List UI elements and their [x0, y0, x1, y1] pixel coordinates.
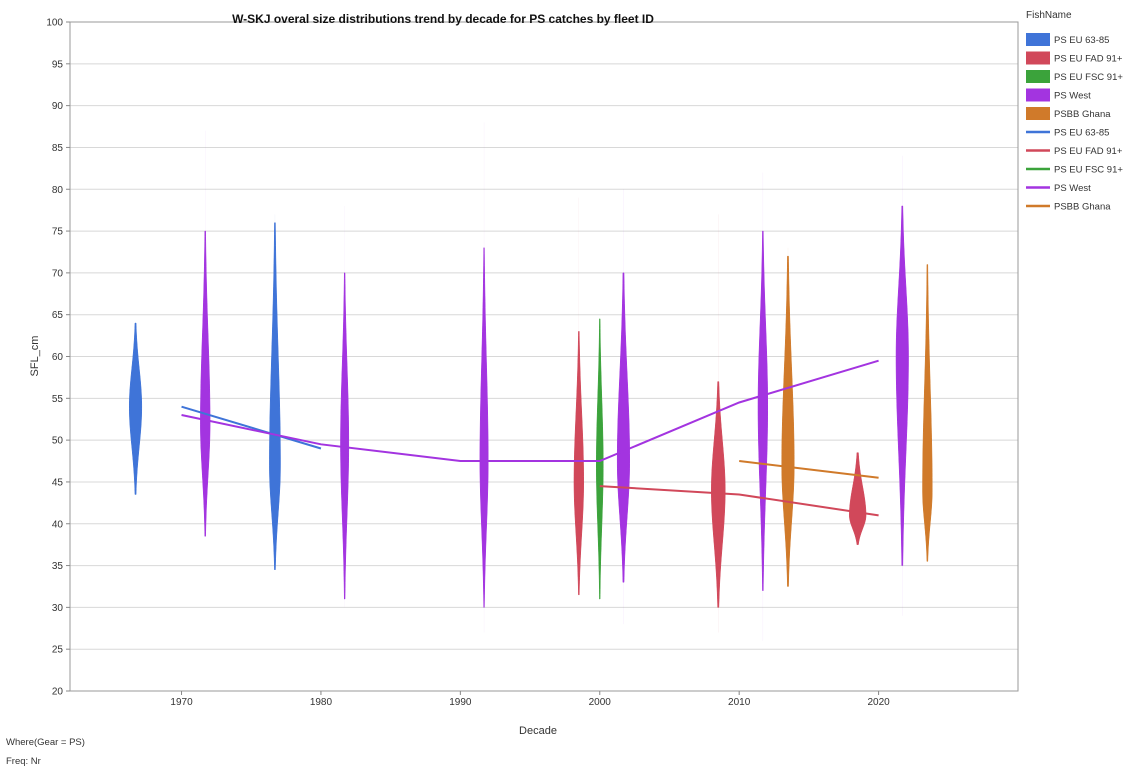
- y-tick-label: 85: [52, 143, 64, 154]
- legend-label: PS West: [1054, 91, 1091, 102]
- legend-label: PS EU FSC 91+: [1054, 72, 1123, 83]
- legend-label: PS EU FAD 91+: [1054, 146, 1123, 157]
- violin-ps-west: [895, 205, 909, 566]
- trend-line-ps-eu-fad-91-: [599, 485, 879, 517]
- y-tick-label: 80: [52, 185, 64, 196]
- x-tick-label: 2020: [867, 697, 890, 708]
- x-axis-label: Decade: [519, 725, 557, 737]
- legend-label: PSBB Ghana: [1054, 202, 1111, 213]
- y-tick-label: 95: [52, 59, 64, 70]
- violin-ps-west: [479, 247, 489, 608]
- footer-where: Where(Gear = PS): [6, 737, 85, 748]
- legend-label: PS West: [1054, 183, 1091, 194]
- y-axis-ticks: 20 25 30 35 40 45 50 55 60 65 70 75 80 85 90 95 100: [46, 18, 70, 698]
- x-tick-label: 1970: [170, 697, 193, 708]
- y-axis-label: SFL_cm: [29, 336, 41, 377]
- violin-ps-eu-fsc-91-: [596, 318, 604, 600]
- violin-ps-eu-fad-91-: [573, 331, 584, 596]
- x-axis-ticks: 1970 1980 1990 2000 2010 2020: [170, 691, 890, 708]
- y-tick-label: 20: [52, 687, 64, 698]
- violin-ps-west: [616, 272, 630, 583]
- legend-swatch-fill: [1026, 107, 1050, 120]
- x-tick-label: 1990: [449, 697, 472, 708]
- legend: FishName PS EU 63-85 PS EU FAD 91+ PS EU F…: [1026, 10, 1123, 213]
- y-tick-label: 65: [52, 310, 64, 321]
- trend-line-ps-west: [181, 359, 879, 463]
- violin-ps-west: [757, 230, 768, 591]
- violin-ps-west: [340, 272, 350, 600]
- y-tick-label: 60: [52, 352, 64, 363]
- y-tick-label: 30: [52, 603, 64, 614]
- y-tick-label: 35: [52, 561, 64, 572]
- legend-title: FishName: [1026, 10, 1072, 21]
- violin-ps-eu-63-85: [269, 222, 281, 570]
- legend-label: PS EU FSC 91+: [1054, 165, 1123, 176]
- legend-swatch-fill: [1026, 70, 1050, 83]
- violins-layer: [128, 122, 933, 641]
- legend-label: PS EU 63-85: [1054, 35, 1109, 46]
- legend-label: PS EU 63-85: [1054, 128, 1109, 139]
- x-tick-label: 2010: [728, 697, 751, 708]
- violin-psbb-ghana: [922, 264, 933, 562]
- legend-swatch-fill: [1026, 51, 1050, 65]
- y-tick-label: 90: [52, 101, 64, 112]
- legend-label: PSBB Ghana: [1054, 109, 1111, 120]
- y-tick-label: 45: [52, 477, 64, 488]
- legend-swatch-fill: [1026, 33, 1050, 46]
- x-tick-label: 1980: [310, 697, 333, 708]
- y-tick-label: 100: [46, 18, 63, 29]
- violin-ps-west: [200, 230, 211, 537]
- y-tick-label: 25: [52, 645, 64, 656]
- x-tick-label: 2000: [589, 697, 612, 708]
- y-tick-label: 70: [52, 268, 64, 279]
- violin-ps-eu-63-85: [128, 322, 143, 495]
- chart-title: W-SKJ overal size distributions trend by…: [232, 12, 654, 26]
- trend-line-psbb-ghana: [739, 460, 879, 479]
- y-tick-label: 75: [52, 227, 64, 238]
- violin-ps-eu-fad-91-: [849, 452, 867, 545]
- y-tick-label: 40: [52, 519, 64, 530]
- legend-swatch-fill: [1026, 88, 1050, 102]
- gridlines: [70, 21, 1018, 692]
- y-tick-label: 50: [52, 436, 64, 447]
- trend-lines-layer: [181, 359, 879, 517]
- trend-line-ps-eu-63-85: [181, 405, 322, 450]
- violin-psbb-ghana: [781, 255, 795, 587]
- violin-ps-eu-fad-91-: [711, 381, 726, 608]
- footer-freq: Freq: Nr: [6, 756, 41, 767]
- y-tick-label: 55: [52, 394, 64, 405]
- legend-label: PS EU FAD 91+: [1054, 54, 1123, 65]
